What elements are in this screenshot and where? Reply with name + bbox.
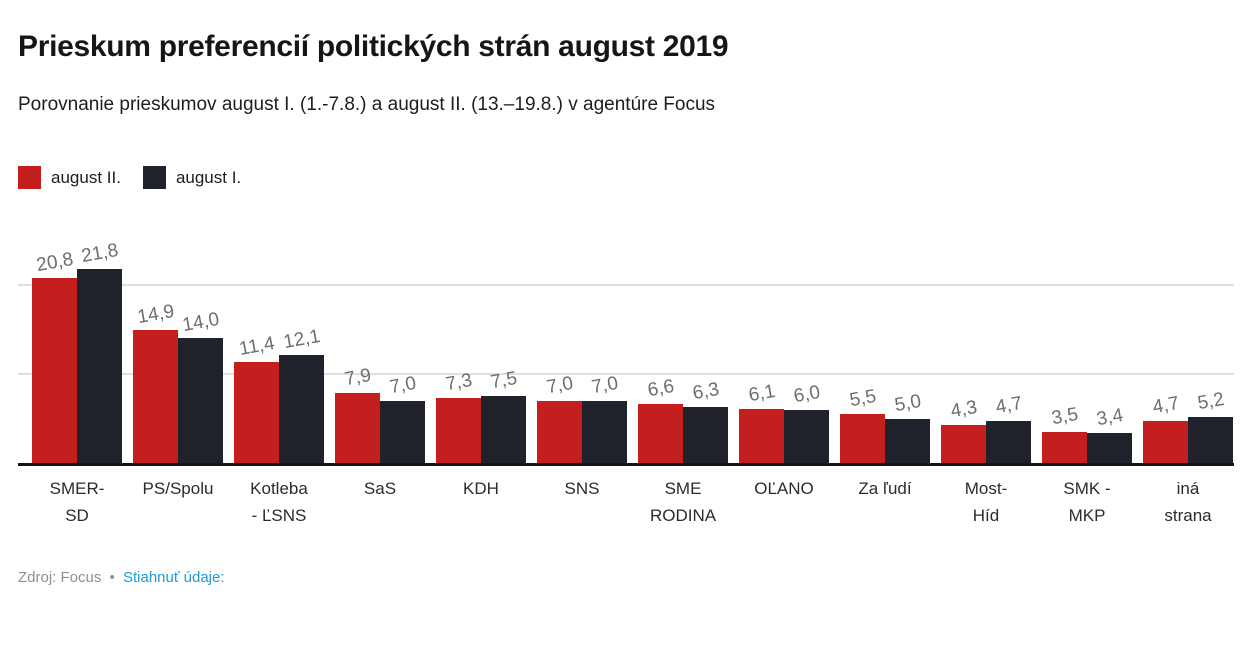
footer: Zdroj: Focus • Stiahnuť údaje: [18,569,1234,586]
category-label-1: SMER- SD [49,479,105,526]
download-data-link[interactable]: Stiahnuť údaje: [122,569,225,587]
value-label: 14,9 [135,301,176,329]
gridline-20 [18,284,1234,286]
bar-group-5: 7,3 7,5 [436,368,526,463]
category-label-5: KDH [463,479,499,498]
bar-august-1: 6,3 [683,379,728,463]
category-label-2: PS/Spolu [142,479,214,498]
bar-august-1: 4,7 [986,393,1031,463]
value-label: 6,0 [791,381,822,407]
bar-group-9: 5,5 5,0 [840,386,930,463]
value-label: 4,7 [1150,393,1181,419]
bar-groups: 20,8 21,8 14,9 14,0 11,4 12,1 7,9 7,0 7,3 7,5 7,0 7… [18,213,1234,463]
value-label: 7,0 [387,372,418,398]
value-label: 5,0 [892,390,923,416]
bar-august-1: 14,0 [178,309,223,463]
legend-swatch-august-2 [18,166,41,189]
category-label-12: iná strana [1164,479,1212,526]
legend-label-august-2: august II. [51,167,121,187]
chart-subtitle: Porovnanie prieskumov august I. (1.-7.8.… [18,94,716,115]
legend-swatch-august-1 [142,166,166,189]
value-label: 21,8 [79,239,120,268]
bar-august-1: 7,5 [481,368,526,463]
category-label-10: Most- Híd [964,479,1008,526]
value-label: 6,6 [645,376,676,402]
page: Prieskum preferencií politických strán a… [18,30,1234,586]
value-label: 6,3 [690,378,721,405]
value-label: 7,0 [544,372,575,398]
value-label: 5,2 [1195,388,1226,414]
value-label: 5,5 [847,385,878,412]
bar-august-1: 21,8 [77,240,122,463]
bar-august-1: 3,4 [1087,405,1132,463]
category-label-11: SMK - MKP [1063,479,1111,526]
bar-group-6: 7,0 7,0 [537,373,627,463]
value-label: 4,7 [993,393,1024,419]
value-label: 7,9 [342,364,373,390]
bar-august-1: 7,0 [380,373,425,463]
x-axis-line [18,463,1234,466]
category-label-7: SME RODINA [649,479,717,526]
bar-group-11: 3,5 3,4 [1042,404,1132,463]
value-label: 14,0 [180,309,221,337]
plot-area: 20,8 21,8 14,9 14,0 11,4 12,1 7,9 7,0 7,3 7,5 7,0 7… [18,213,1234,463]
value-label: 7,3 [443,369,474,396]
bar-august-2: 11,4 [234,333,279,463]
bar-august-2: 5,5 [840,386,885,463]
value-label: 11,4 [237,332,276,360]
bar-group-8: 6,1 6,0 [739,381,829,463]
bar-august-2: 7,9 [335,365,380,463]
category-label-8: OĽANO [754,479,814,498]
bar-august-2: 3,5 [1042,404,1087,463]
gridline-10 [18,373,1234,375]
bar-group-1: 20,8 21,8 [32,240,122,463]
bar-august-2: 6,6 [638,376,683,463]
footer-separator: • [109,569,115,587]
bar-august-2: 4,3 [941,397,986,463]
value-label: 7,5 [488,368,519,394]
value-label: 4,3 [948,396,979,422]
value-label: 12,1 [281,326,322,354]
bar-august-2: 7,0 [537,373,582,463]
x-axis-labels: SMER- SD PS/Spolu Kotleba - ĽSNS SaS KDH SNS SME… [18,475,1248,529]
bar-august-1: 5,2 [1188,389,1233,463]
category-label-3: Kotleba - ĽSNS [250,479,308,526]
grouped-bar-chart: 20,8 21,8 14,9 14,0 11,4 12,1 7,9 7,0 7,3 7,5 7,0 7… [18,213,1234,529]
bar-august-1: 12,1 [279,326,324,463]
value-label: 7,0 [589,372,620,398]
source-label: Zdroj: Focus [18,569,102,587]
bar-group-4: 7,9 7,0 [335,365,425,463]
bar-group-2: 14,9 14,0 [133,301,223,463]
bar-group-10: 4,3 4,7 [941,393,1031,463]
bar-group-7: 6,6 6,3 [638,376,728,463]
category-label-4: SaS [363,479,397,498]
bar-august-2: 6,1 [739,381,784,463]
value-label: 3,5 [1049,403,1080,430]
legend-item-august-2: august II. [18,166,121,189]
bar-august-2: 20,8 [32,249,77,463]
category-label-9: Za ľudí [858,479,912,498]
legend-item-august-1: august I. [142,166,242,189]
legend-label-august-1: august I. [175,167,242,187]
chart-title: Prieskum preferencií politických strán a… [18,30,729,63]
category-label-6: SNS [564,479,600,498]
value-label: 20,8 [34,248,75,276]
value-label: 6,1 [746,380,777,406]
bar-august-1: 6,0 [784,381,829,463]
bar-august-1: 7,0 [582,373,627,463]
bar-august-2: 4,7 [1143,393,1188,463]
bar-group-12: 4,7 5,2 [1143,389,1233,463]
bar-august-2: 14,9 [133,301,178,463]
value-label: 3,4 [1094,404,1125,430]
legend: august II. august I. [18,166,1234,189]
bar-group-3: 11,4 12,1 [234,326,324,463]
bar-august-1: 5,0 [885,390,930,463]
bar-august-2: 7,3 [436,370,481,463]
